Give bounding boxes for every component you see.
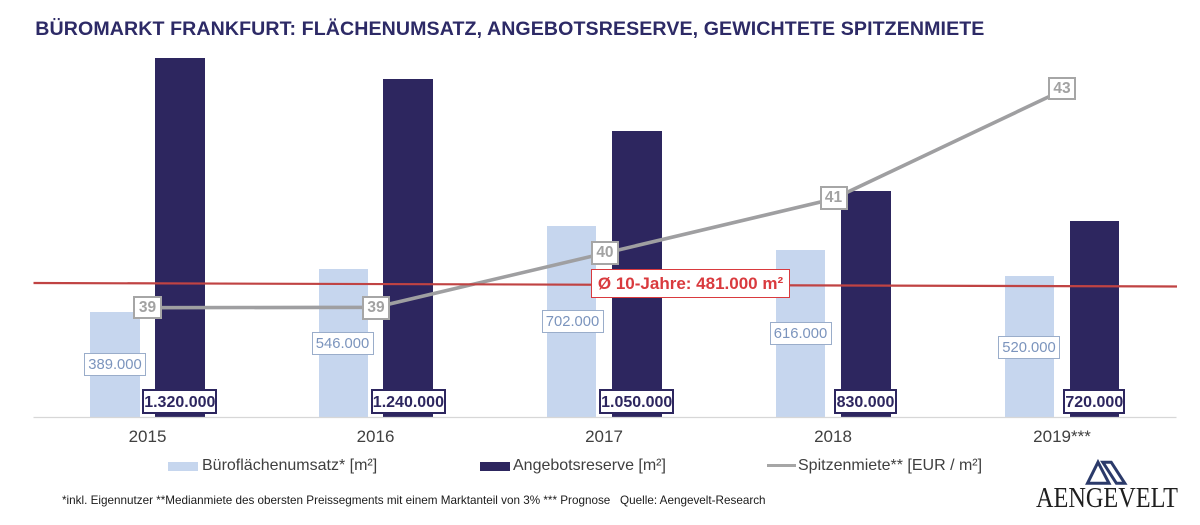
svg-text:AENGEVELT: AENGEVELT xyxy=(1036,483,1178,514)
